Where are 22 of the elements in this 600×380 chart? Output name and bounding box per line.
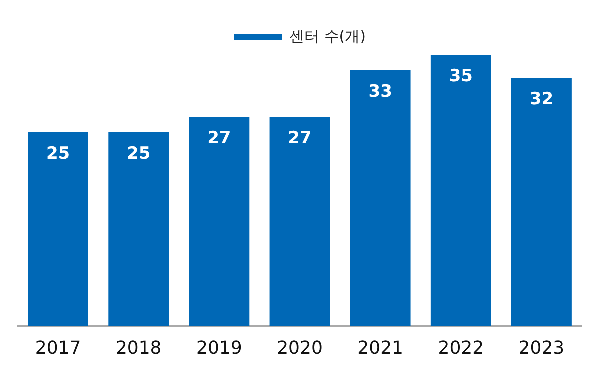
data-label: 33 bbox=[368, 82, 392, 102]
x-tick-label: 2021 bbox=[358, 338, 404, 359]
data-label: 25 bbox=[46, 144, 70, 164]
data-label: 35 bbox=[449, 66, 473, 86]
x-tick-label: 2023 bbox=[518, 338, 565, 359]
bar bbox=[512, 78, 572, 326]
x-tick-label: 2018 bbox=[116, 338, 162, 359]
bar bbox=[28, 132, 88, 326]
bar bbox=[350, 70, 411, 326]
legend-label: 센터 수(개) bbox=[290, 27, 366, 46]
bar bbox=[270, 117, 330, 326]
data-label: 27 bbox=[208, 128, 232, 148]
x-tick-label: 2020 bbox=[277, 338, 323, 359]
bar bbox=[430, 55, 492, 326]
bar bbox=[189, 117, 250, 326]
bar bbox=[108, 132, 170, 326]
data-label: 27 bbox=[288, 128, 312, 148]
data-label: 32 bbox=[530, 90, 554, 110]
data-label: 25 bbox=[127, 144, 151, 164]
x-tick-label: 2017 bbox=[35, 338, 82, 359]
x-tick-label: 2022 bbox=[438, 338, 484, 359]
x-tick-label: 2019 bbox=[196, 338, 242, 359]
